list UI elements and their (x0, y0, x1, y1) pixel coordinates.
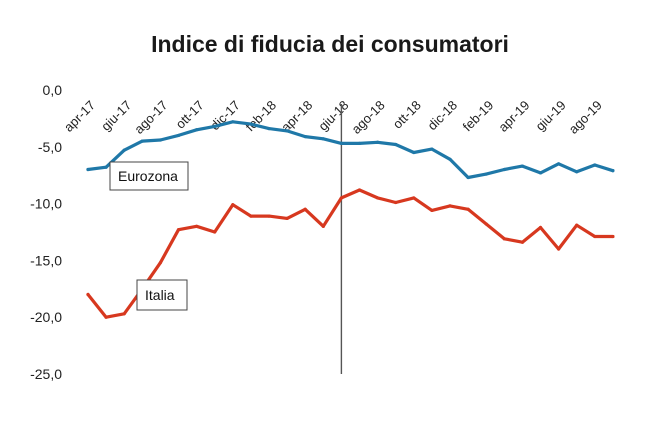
x-tick-label: ott-17 (173, 98, 207, 132)
series-label-box (109, 161, 189, 191)
data-point-eurozona (303, 134, 307, 139)
data-point-eurozona (520, 164, 525, 168)
data-point-italia (303, 207, 307, 211)
data-point-eurozona (575, 170, 579, 174)
data-point-eurozona (502, 167, 506, 172)
data-point-eurozona (448, 157, 452, 161)
data-point-eurozona (339, 141, 343, 145)
data-point-italia (267, 214, 271, 218)
data-point-italia (557, 247, 561, 251)
data-point-eurozona (249, 122, 253, 126)
y-tick-label: -10,0 (30, 196, 62, 212)
data-point-eurozona (376, 140, 380, 144)
data-point-italia (321, 224, 325, 228)
data-point-italia (502, 237, 506, 241)
x-tick-label: ago-19 (566, 98, 605, 137)
data-point-eurozona (158, 138, 162, 142)
data-point-italia (448, 204, 452, 208)
data-point-italia (231, 203, 235, 207)
data-point-eurozona (86, 167, 90, 172)
data-point-eurozona (213, 124, 217, 128)
data-point-eurozona (321, 137, 325, 141)
data-point-eurozona (430, 147, 434, 151)
x-tick-label: ott-18 (390, 98, 424, 132)
data-point-italia (86, 292, 90, 297)
data-point-italia (357, 188, 362, 192)
data-point-italia (484, 222, 488, 226)
data-point-eurozona (122, 148, 126, 152)
data-point-eurozona (593, 163, 597, 167)
data-point-italia (430, 208, 434, 213)
data-point-italia (520, 240, 525, 244)
data-point-italia (176, 228, 181, 232)
data-point-italia (195, 224, 199, 228)
y-tick-label: -5,0 (38, 139, 62, 155)
series-label-text: Italia (145, 287, 175, 303)
x-tick-label: giu-17 (98, 98, 134, 134)
y-tick-label: -15,0 (30, 252, 62, 268)
x-tick-label: feb-19 (460, 98, 497, 135)
data-point-eurozona (267, 127, 271, 131)
data-point-italia (104, 315, 108, 319)
data-point-italia (466, 207, 470, 211)
chart-title: Indice di fiducia dei consumatori (151, 31, 509, 57)
data-point-eurozona (285, 129, 289, 133)
data-point-eurozona (611, 169, 615, 173)
data-point-italia (575, 223, 579, 227)
data-point-eurozona (104, 165, 108, 169)
x-tick-label: apr-19 (495, 98, 532, 135)
x-tick-label: giu-18 (315, 98, 351, 134)
data-point-eurozona (466, 175, 470, 180)
series-line-eurozona (86, 120, 615, 180)
data-point-eurozona (231, 120, 235, 124)
series-layer (86, 120, 615, 319)
data-point-italia (158, 261, 162, 265)
data-point-italia (285, 216, 289, 220)
data-point-eurozona (140, 139, 144, 143)
y-tick-label: -25,0 (30, 366, 62, 382)
data-point-eurozona (394, 142, 398, 147)
x-tick-label: ago-17 (131, 98, 170, 137)
x-tick-label: ago-18 (348, 98, 387, 137)
series-label-text: Eurozona (118, 168, 178, 184)
y-tick-label: -20,0 (30, 309, 62, 325)
data-point-italia (538, 225, 543, 230)
data-point-eurozona (176, 133, 181, 138)
data-point-eurozona (538, 171, 543, 175)
series-label-italia: Italia (136, 279, 188, 311)
data-point-italia (213, 230, 217, 234)
data-point-italia (249, 214, 253, 218)
data-point-eurozona (412, 150, 416, 155)
x-tick-label: apr-17 (61, 98, 98, 135)
series-label-eurozona: Eurozona (109, 161, 189, 191)
data-point-italia (122, 312, 126, 316)
series-label-layer: Eurozona Italia (109, 161, 189, 311)
data-point-eurozona (195, 128, 199, 132)
series-line-italia (86, 188, 615, 319)
series-label-box (136, 279, 188, 311)
data-point-italia (376, 196, 380, 200)
data-point-italia (611, 234, 615, 239)
x-tick-label: giu-19 (533, 98, 569, 134)
x-tick-label: dic-18 (424, 98, 460, 134)
y-tick-label: 0,0 (43, 82, 63, 98)
data-point-italia (412, 196, 416, 200)
data-point-italia (339, 196, 343, 200)
data-point-italia (394, 200, 398, 205)
data-point-eurozona (357, 141, 362, 145)
data-point-eurozona (484, 172, 488, 176)
data-point-eurozona (557, 162, 561, 166)
data-point-italia (593, 234, 597, 239)
